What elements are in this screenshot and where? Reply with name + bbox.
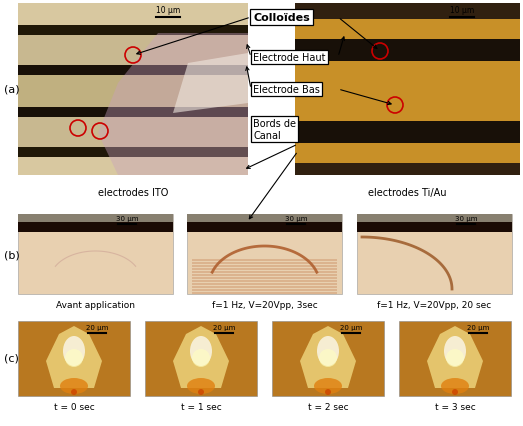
- Bar: [145, 321, 257, 396]
- Bar: [187, 215, 342, 294]
- Bar: [18, 4, 248, 26]
- Text: 20 µm: 20 µm: [467, 324, 489, 330]
- Ellipse shape: [192, 349, 210, 367]
- Bar: [192, 268, 337, 271]
- Text: t = 2 sec: t = 2 sec: [308, 402, 348, 411]
- Text: Bords de
Canal: Bords de Canal: [253, 119, 296, 141]
- Bar: [192, 262, 337, 265]
- Bar: [18, 76, 248, 108]
- Text: 30 µm: 30 µm: [455, 216, 477, 222]
- Bar: [295, 20, 520, 40]
- Text: t = 3 sec: t = 3 sec: [435, 402, 475, 411]
- Polygon shape: [173, 326, 229, 388]
- Text: (a): (a): [4, 85, 20, 95]
- Bar: [18, 215, 173, 294]
- Ellipse shape: [317, 336, 339, 366]
- Ellipse shape: [60, 378, 88, 394]
- Bar: [18, 118, 248, 148]
- Bar: [192, 292, 337, 294]
- Ellipse shape: [446, 349, 464, 367]
- Bar: [272, 321, 384, 396]
- Text: electrodes ITO: electrodes ITO: [98, 187, 168, 198]
- Text: (b): (b): [4, 249, 20, 259]
- Bar: [295, 122, 520, 144]
- Bar: [295, 4, 520, 20]
- Bar: [295, 144, 520, 164]
- Polygon shape: [300, 326, 356, 388]
- Text: Avant application: Avant application: [56, 300, 135, 309]
- Text: 30 µm: 30 µm: [116, 216, 138, 222]
- Text: t = 1 sec: t = 1 sec: [180, 402, 221, 411]
- Bar: [18, 321, 130, 396]
- Text: f=1 Hz, V=20Vpp, 20 sec: f=1 Hz, V=20Vpp, 20 sec: [378, 300, 492, 309]
- Ellipse shape: [441, 378, 469, 394]
- Polygon shape: [46, 326, 102, 388]
- Circle shape: [452, 389, 458, 395]
- Bar: [192, 283, 337, 285]
- Ellipse shape: [444, 336, 466, 366]
- Bar: [18, 158, 248, 176]
- Bar: [357, 216, 512, 233]
- Text: (c): (c): [4, 353, 19, 363]
- Text: 10 µm: 10 µm: [156, 6, 180, 15]
- Ellipse shape: [314, 378, 342, 394]
- Bar: [18, 108, 248, 118]
- Bar: [18, 148, 248, 158]
- Bar: [192, 259, 337, 262]
- Bar: [18, 4, 248, 176]
- Bar: [295, 40, 520, 62]
- Bar: [192, 271, 337, 273]
- Text: 10 µm: 10 µm: [450, 6, 474, 15]
- Circle shape: [71, 389, 77, 395]
- Bar: [18, 216, 173, 233]
- Bar: [295, 62, 520, 122]
- Bar: [192, 277, 337, 279]
- Ellipse shape: [190, 336, 212, 366]
- Ellipse shape: [187, 378, 215, 394]
- Bar: [18, 26, 248, 36]
- Polygon shape: [98, 34, 248, 176]
- Text: 20 µm: 20 µm: [340, 324, 362, 330]
- Text: f=1 Hz, V=20Vpp, 3sec: f=1 Hz, V=20Vpp, 3sec: [212, 300, 317, 309]
- Text: Colloïdes: Colloïdes: [253, 13, 310, 23]
- Text: electrodes Ti/Au: electrodes Ti/Au: [368, 187, 447, 198]
- Circle shape: [198, 389, 204, 395]
- Bar: [18, 215, 173, 222]
- Bar: [192, 280, 337, 282]
- Text: 20 µm: 20 µm: [213, 324, 235, 330]
- Bar: [295, 4, 520, 176]
- Bar: [18, 36, 248, 66]
- Polygon shape: [173, 54, 248, 114]
- Text: 30 µm: 30 µm: [285, 216, 307, 222]
- Bar: [295, 164, 520, 176]
- Text: t = 0 sec: t = 0 sec: [54, 402, 94, 411]
- Circle shape: [325, 389, 331, 395]
- Bar: [399, 321, 511, 396]
- Ellipse shape: [319, 349, 337, 367]
- Bar: [18, 66, 248, 76]
- Text: 20 µm: 20 µm: [86, 324, 108, 330]
- Bar: [187, 215, 342, 222]
- Ellipse shape: [63, 336, 85, 366]
- Text: Electrode Bas: Electrode Bas: [253, 85, 320, 95]
- Bar: [192, 274, 337, 276]
- Bar: [192, 286, 337, 288]
- Bar: [187, 216, 342, 233]
- Ellipse shape: [65, 349, 83, 367]
- Bar: [192, 265, 337, 268]
- Bar: [357, 215, 512, 222]
- Polygon shape: [427, 326, 483, 388]
- Bar: [192, 289, 337, 291]
- Bar: [357, 215, 512, 294]
- Text: Electrode Haut: Electrode Haut: [253, 53, 325, 63]
